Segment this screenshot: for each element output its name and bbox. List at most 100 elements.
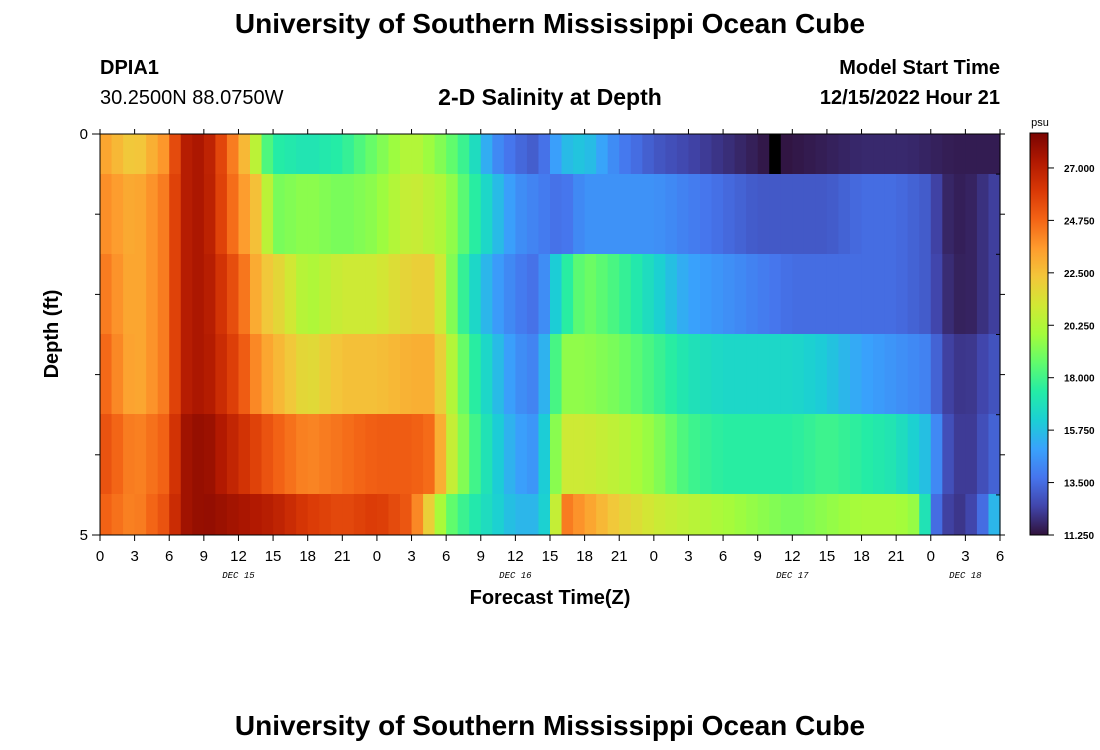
heatmap-cell [630, 334, 643, 414]
heatmap-cell [642, 414, 655, 494]
heatmap-cell [942, 334, 955, 414]
heatmap-cell [273, 254, 286, 334]
heatmap-cell [469, 494, 482, 535]
heatmap-cell [388, 334, 401, 414]
heatmap-cell [434, 254, 447, 334]
x-tick-label: 18 [576, 548, 593, 565]
heatmap-cell [642, 174, 655, 254]
heatmap-cell [711, 494, 724, 535]
heatmap-cell [100, 254, 113, 334]
heatmap-cell [653, 414, 666, 494]
heatmap-cell [480, 414, 493, 494]
heatmap-cell [503, 134, 516, 174]
heatmap-cell [492, 494, 505, 535]
x-tick-label: 3 [407, 548, 415, 565]
heatmap-cell [330, 254, 343, 334]
heatmap-cell [757, 494, 770, 535]
heatmap-cell [503, 494, 516, 535]
heatmap-row-depth-2 [100, 254, 1001, 334]
heatmap-cell [907, 414, 920, 494]
heatmap-cell [584, 334, 597, 414]
heatmap-cell [353, 254, 366, 334]
heatmap-cell [503, 174, 516, 254]
heatmap-cell [700, 174, 713, 254]
heatmap-cell [134, 414, 147, 494]
model-start-label: Model Start Time [839, 57, 1000, 79]
heatmap-cell [757, 134, 770, 174]
heatmap-cell [676, 174, 690, 254]
heatmap-cell [884, 174, 897, 254]
heatmap-cell [342, 494, 355, 535]
heatmap-cell [769, 134, 782, 174]
heatmap-cell [861, 334, 874, 414]
heatmap-cell [434, 494, 447, 535]
heatmap-cell [330, 174, 343, 254]
station-id: DPIA1 [100, 57, 159, 79]
heatmap-cell [192, 174, 205, 254]
heatmap-cell [884, 494, 897, 535]
heatmap-cell [515, 254, 528, 334]
heatmap-cell [653, 254, 666, 334]
heatmap-cell [100, 174, 113, 254]
heatmap-cell [919, 254, 932, 334]
heatmap-cell [123, 254, 136, 334]
x-tick-label: 3 [961, 548, 969, 565]
colorbar-bar [1029, 132, 1049, 536]
heatmap-cell [376, 254, 390, 334]
heatmap-cell [273, 174, 286, 254]
heatmap-cell [203, 334, 216, 414]
heatmap-cell [850, 174, 863, 254]
heatmap-cell [123, 134, 136, 174]
heatmap-cell [526, 174, 540, 254]
footer-title: University of Southern Mississippi Ocean… [234, 710, 866, 741]
heatmap-cell [676, 414, 690, 494]
heatmap-cell [423, 494, 436, 535]
heatmap-cell [700, 494, 713, 535]
heatmap-cell [526, 494, 540, 535]
heatmap-cell [284, 334, 297, 414]
heatmap-cell [157, 414, 170, 494]
heatmap-cell [976, 334, 990, 414]
heatmap-cell [723, 414, 736, 494]
heatmap-cell [619, 414, 632, 494]
heatmap-cell [434, 174, 447, 254]
heatmap-cell [953, 494, 966, 535]
heatmap-cell [250, 334, 263, 414]
heatmap-cell [607, 414, 620, 494]
heatmap-cell [296, 174, 309, 254]
heatmap-cell [884, 414, 897, 494]
colorbar-tick-label: 20.250 [1064, 321, 1095, 332]
heatmap-cell [180, 414, 193, 494]
heatmap-row-depth-5 [100, 494, 1001, 535]
heatmap-cell [965, 254, 978, 334]
x-tick-label: 6 [719, 548, 727, 565]
heatmap-cell [584, 414, 597, 494]
heatmap-cell [146, 134, 159, 174]
heatmap-cell [746, 134, 759, 174]
heatmap-cell [307, 134, 320, 174]
heatmap-cell [307, 254, 320, 334]
heatmap-cell [861, 254, 874, 334]
heatmap-cell [342, 414, 355, 494]
heatmap-cell [376, 134, 390, 174]
heatmap-cell [157, 494, 170, 535]
date-label: DEC 16 [499, 571, 532, 581]
heatmap-cell [723, 134, 736, 174]
heatmap-cell [376, 494, 390, 535]
heatmap-cell [503, 334, 516, 414]
heatmap-cell [665, 494, 678, 535]
heatmap-cell [861, 174, 874, 254]
heatmap-cell [411, 414, 424, 494]
heatmap-cell [526, 254, 540, 334]
heatmap-cell [250, 134, 263, 174]
heatmap-cell [296, 414, 309, 494]
heatmap-cell [884, 134, 897, 174]
heatmap-cell [953, 174, 966, 254]
heatmap-cell [307, 414, 320, 494]
heatmap-cell [665, 254, 678, 334]
heatmap-cell [976, 174, 990, 254]
heatmap-cell [388, 174, 401, 254]
heatmap-cell [873, 174, 886, 254]
heatmap-cell [780, 134, 793, 174]
